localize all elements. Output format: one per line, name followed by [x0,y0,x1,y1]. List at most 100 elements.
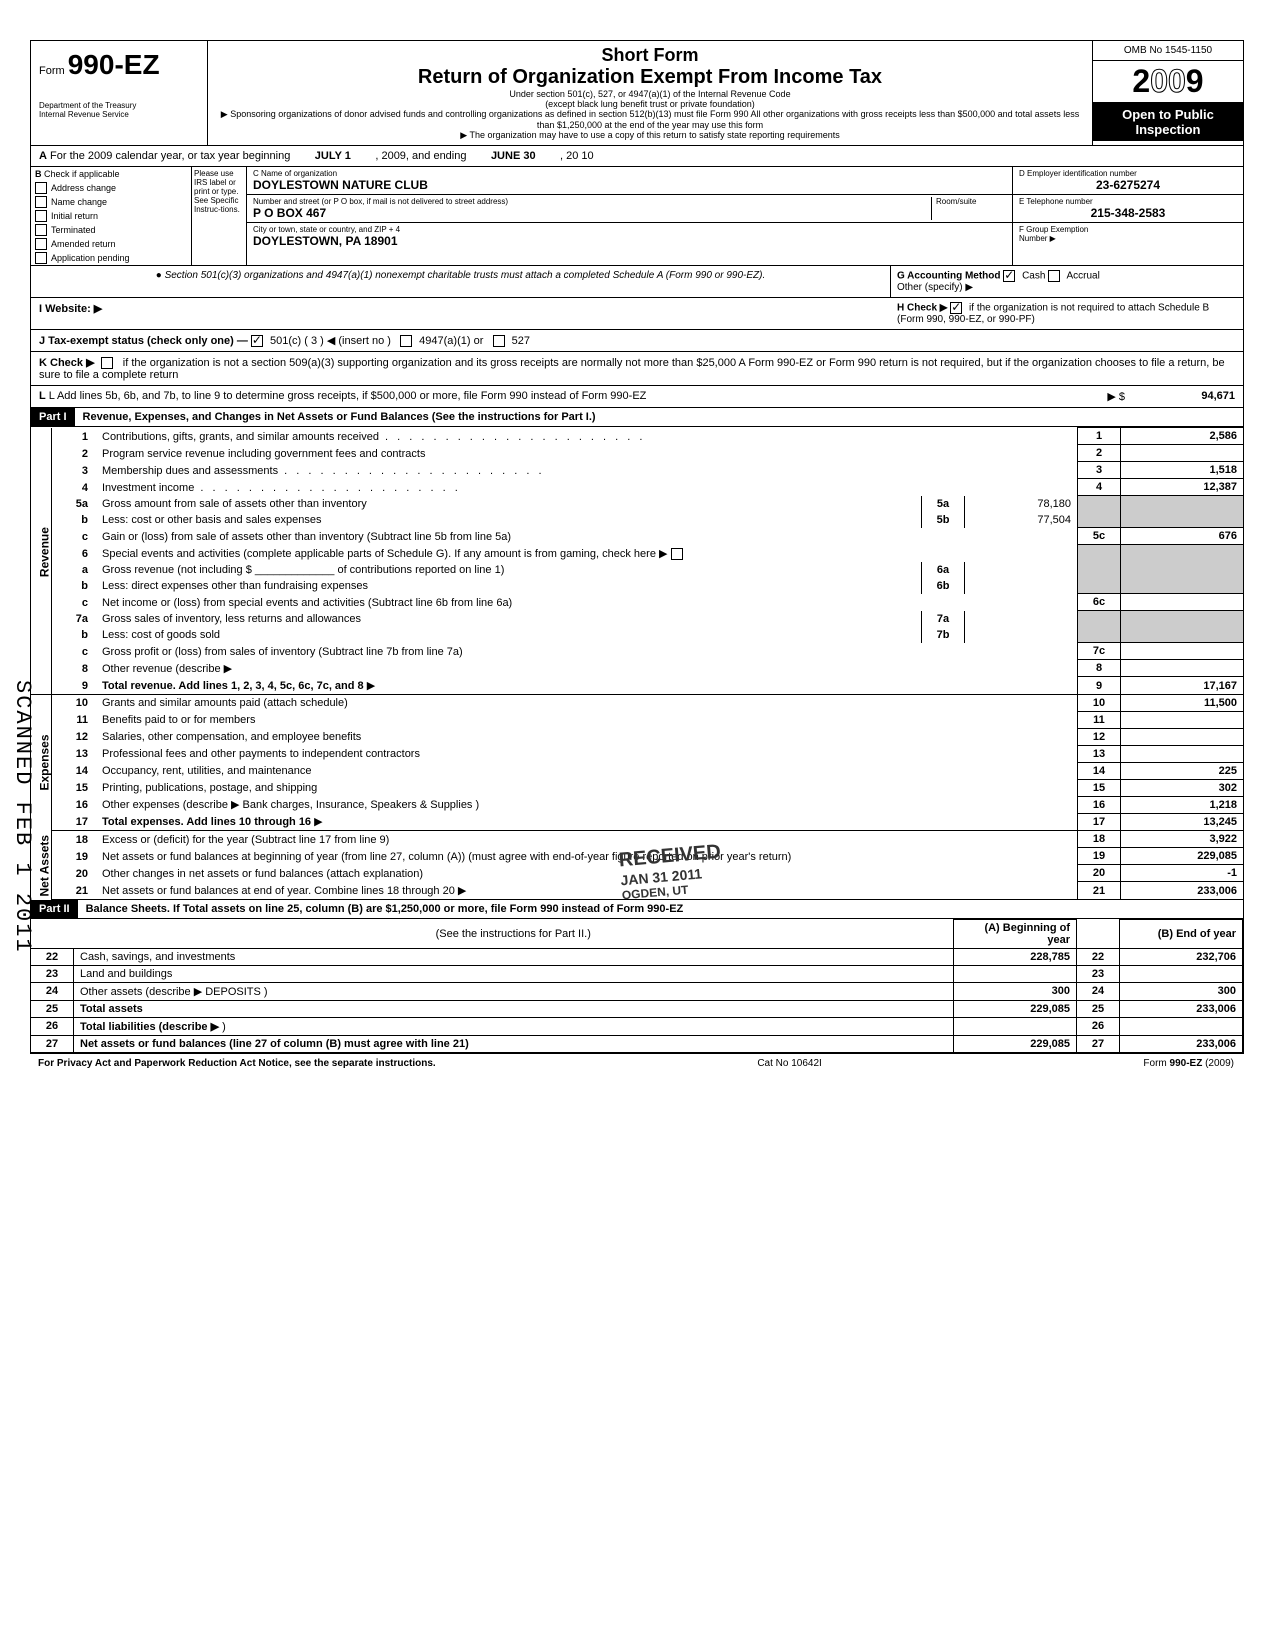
b-text: Check if applicable [44,169,120,179]
line-7b-num: b [52,627,97,643]
check-amended[interactable] [35,238,47,250]
bal-22-b: 232,706 [1120,948,1243,965]
part2-title: Balance Sheets. If Total assets on line … [78,900,1243,918]
check-527[interactable] [493,335,505,347]
bal-25-num2: 25 [1077,1000,1120,1017]
line-15-desc: Printing, publications, postage, and shi… [102,782,317,794]
part2-label: Part II [31,900,78,918]
j-527: 527 [512,335,530,347]
line-9-desc: Total revenue. Add lines 1, 2, 3, 4, 5c,… [102,680,364,692]
bal-23-num: 23 [31,965,74,982]
bal-25-desc: Total assets [80,1003,143,1015]
line-6-desc: Special events and activities (complete … [102,548,667,560]
line-14-val: 225 [1121,762,1244,779]
line-6b-num: b [52,578,97,594]
row-l: L L Add lines 5b, 6b, and 7b, to line 9 … [31,386,1243,408]
line-16-desc: Other expenses (describe ▶ Bank charges,… [102,799,472,811]
check-cash[interactable] [1003,270,1015,282]
line-11-desc: Benefits paid to or for members [102,714,255,726]
bal-24-b: 300 [1120,982,1243,1000]
bal-22-num2: 22 [1077,948,1120,965]
c-label: C Name of organization [253,169,1006,178]
line-13-endnum: 13 [1078,745,1121,762]
line-9-endnum: 9 [1078,677,1121,695]
line-5a-mid: 78,180 [965,496,1078,512]
line-13-num: 13 [52,745,97,762]
check-k[interactable] [101,357,113,369]
bal-22-desc: Cash, savings, and investments [80,951,235,963]
city-value: DOYLESTOWN, PA 18901 [253,234,1006,248]
info-501c3: ● Section 501(c)(3) organizations and 49… [31,266,1243,298]
line-17-desc: Total expenses. Add lines 10 through 16 [102,816,311,828]
line-17-num: 17 [52,813,97,831]
bal-22-num: 22 [31,948,74,965]
line-5c-num: c [52,528,97,545]
part2-table: (See the instructions for Part II.) (A) … [31,919,1243,1053]
line-3-desc: Membership dues and assessments [102,465,278,477]
line-1-val: 2,586 [1121,428,1244,445]
part1-table: Revenue 1 Contributions, gifts, grants, … [31,427,1243,900]
open-public-2: Inspection [1097,122,1239,137]
dept-treasury: Department of the Treasury [39,101,199,110]
bal-25-a: 229,085 [954,1000,1077,1017]
line-20-val: -1 [1121,865,1244,882]
line-11-num: 11 [52,711,97,728]
check-address[interactable] [35,182,47,194]
f-label2: Number ▶ [1019,234,1237,243]
line-5c-desc: Gain or (loss) from sale of assets other… [102,531,511,543]
line-6c-desc: Net income or (loss) from special events… [102,597,512,609]
check-pending[interactable] [35,252,47,264]
line-5c-val: 676 [1121,528,1244,545]
return-title: Return of Organization Exempt From Incom… [216,66,1084,89]
check-initial[interactable] [35,210,47,222]
header-row: Form 990-EZ Department of the Treasury I… [31,41,1243,146]
check-h[interactable] [950,302,962,314]
line-10-desc: Grants and similar amounts paid (attach … [102,697,348,709]
bal-26-b [1120,1017,1243,1035]
line-5a-num: 5a [52,496,97,512]
bal-27-desc: Net assets or fund balances (line 27 of … [80,1038,469,1050]
line-7a-num: 7a [52,611,97,627]
subtitle-3: ▶ Sponsoring organizations of donor advi… [216,109,1084,130]
line-9-num: 9 [52,677,97,695]
check-name[interactable] [35,196,47,208]
j-501c: 501(c) ( 3 ) ◀ (insert no ) [270,335,391,347]
addr-label: Number and street (or P O box, if mail i… [253,197,931,206]
line-19-desc: Net assets or fund balances at beginning… [102,851,791,863]
check-initial-label: Initial return [51,211,98,221]
line-8-num: 8 [52,660,97,677]
check-address-label: Address change [51,183,116,193]
line-7c-num: c [52,643,97,660]
g-label: G Accounting Method [897,271,1001,282]
bal-27-b: 233,006 [1120,1035,1243,1052]
form-number: 990-EZ [68,49,160,80]
line-4-val: 12,387 [1121,479,1244,496]
line-6c-num: c [52,594,97,611]
g-other: Other (specify) ▶ [897,282,973,293]
line-4-num: 4 [52,479,97,496]
line-6a-num: a [52,562,97,578]
line-16-val: 1,218 [1121,796,1244,813]
line-17-endnum: 17 [1078,813,1121,831]
row-j: J Tax-exempt status (check only one) — 5… [31,330,1243,352]
g-accrual: Accrual [1066,271,1099,282]
check-4947[interactable] [400,335,412,347]
part2-col-a: (A) Beginning of year [954,919,1077,948]
line-5b-mid: 77,504 [965,512,1078,528]
line-17-val: 13,245 [1121,813,1244,831]
line-2-val [1121,445,1244,462]
subtitle-1: Under section 501(c), 527, or 4947(a)(1)… [216,89,1084,99]
check-accrual[interactable] [1048,270,1060,282]
row-a-text: For the 2009 calendar year, or tax year … [50,150,290,162]
g-cash: Cash [1022,271,1045,282]
bal-27-num2: 27 [1077,1035,1120,1052]
line-18-endnum: 18 [1078,831,1121,848]
check-501c[interactable] [251,335,263,347]
i-label: I Website: ▶ [39,303,102,315]
footer: For Privacy Act and Paperwork Reduction … [30,1054,1242,1073]
line-7c-desc: Gross profit or (loss) from sales of inv… [102,646,463,658]
check-terminated[interactable] [35,224,47,236]
year-box: OMB No 1545-1150 2009 Open to Public Ins… [1093,41,1243,145]
check-gaming[interactable] [671,548,683,560]
open-public-1: Open to Public [1097,107,1239,122]
